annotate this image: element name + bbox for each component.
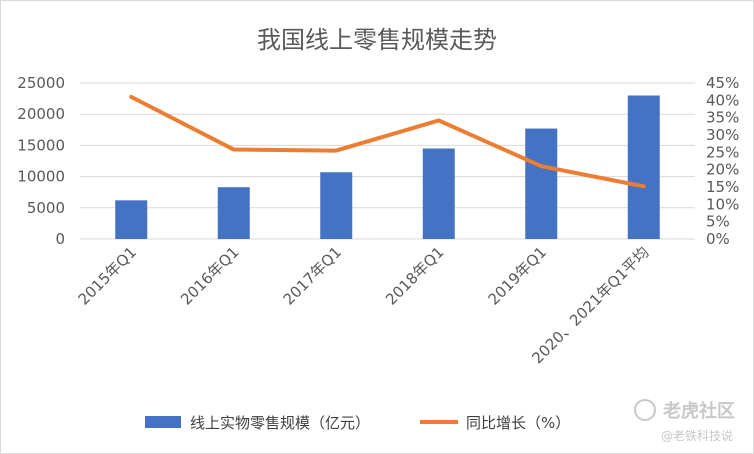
y-axis-left: 0 5000 10000 15000 20000 25000 <box>17 74 65 248</box>
chart-title: 我国线上零售规模走势 <box>257 26 497 54</box>
y-right-tick-label: 25% <box>706 143 739 161</box>
x-tick-label: 2019年Q1 <box>485 243 550 308</box>
line-path <box>129 94 646 189</box>
watermark: 老虎社区 @老铁科技说 <box>634 399 735 443</box>
watermark-logo-icon <box>634 399 656 421</box>
bar-series <box>115 95 660 239</box>
bar <box>627 95 660 239</box>
y-right-tick-label: 5% <box>706 213 730 231</box>
y-left-tick-label: 25000 <box>17 74 65 92</box>
x-tick-label: 2017年Q1 <box>280 243 345 308</box>
y-left-tick-label: 15000 <box>17 136 65 154</box>
watermark-main: 老虎社区 <box>663 400 735 422</box>
bar <box>217 187 250 239</box>
bar <box>320 172 353 239</box>
bar <box>525 128 558 239</box>
watermark-sub: @老铁科技说 <box>661 428 733 443</box>
x-tick-label: 2020、2021年Q1平均 <box>528 243 652 367</box>
y-left-tick-label: 10000 <box>17 168 65 186</box>
y-axis-right: 0%5%10%15%20%25%30%35%40%45% <box>706 74 739 248</box>
y-right-tick-label: 40% <box>706 91 739 109</box>
legend: 线上实物零售规模（亿元） 同比增长（%） <box>145 414 570 432</box>
x-tick-label: 2018年Q1 <box>382 243 447 308</box>
legend-swatch-bar <box>145 416 181 428</box>
y-left-tick-label: 0 <box>55 230 65 248</box>
line-series <box>129 94 646 189</box>
y-right-tick-label: 10% <box>706 195 739 213</box>
bar <box>115 200 148 239</box>
y-right-tick-label: 45% <box>706 74 739 92</box>
y-right-tick-label: 20% <box>706 161 739 179</box>
gridlines <box>80 82 695 209</box>
legend-label-line: 同比增长（%） <box>466 414 570 432</box>
y-left-tick-label: 20000 <box>17 105 65 123</box>
x-tick-label: 2016年Q1 <box>177 243 242 308</box>
y-right-tick-label: 30% <box>706 126 739 144</box>
y-right-tick-label: 0% <box>706 230 730 248</box>
x-tick-label: 2015年Q1 <box>75 243 140 308</box>
y-right-tick-label: 35% <box>706 109 739 127</box>
y-right-tick-label: 15% <box>706 178 739 196</box>
x-axis-labels: 2015年Q1 2016年Q1 2017年Q1 2018年Q1 2019年Q12020、… <box>75 243 653 367</box>
y-left-tick-label: 5000 <box>27 199 65 217</box>
bar <box>422 148 455 239</box>
legend-label-bar: 线上实物零售规模（亿元） <box>190 414 370 432</box>
